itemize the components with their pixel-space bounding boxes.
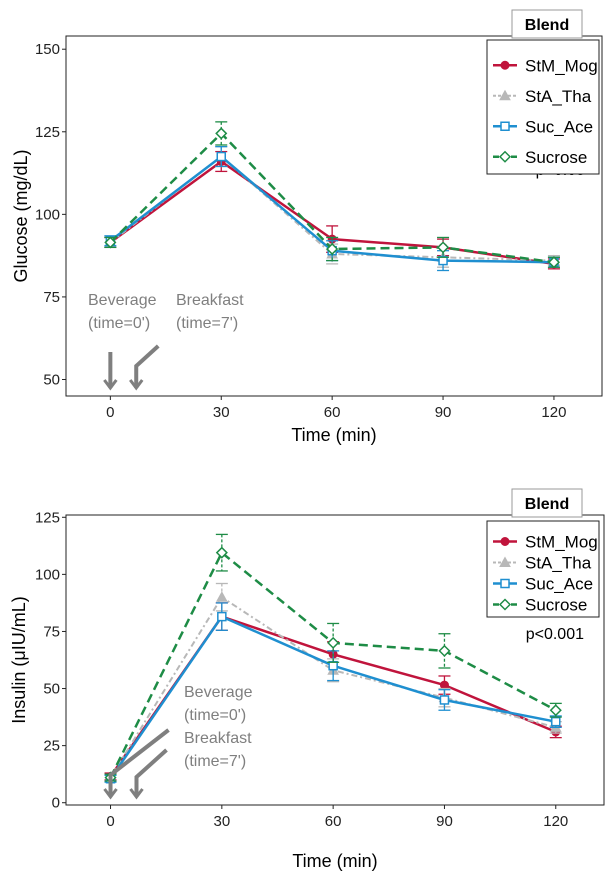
- y-tick-label: 25: [43, 738, 60, 755]
- error-bar: [437, 236, 450, 258]
- y-tick-label: 75: [43, 289, 60, 306]
- x-tick-label: 30: [213, 813, 230, 830]
- y-axis-title: Glucose (mg/dL): [11, 149, 31, 282]
- x-tick-label: 120: [541, 404, 566, 421]
- legend-label: Sucrose: [525, 148, 587, 167]
- legend-title: Blend: [525, 17, 569, 34]
- breakfast-arrow: [134, 344, 160, 388]
- y-tick-label: 125: [35, 124, 60, 141]
- x-axis-title: Time (min): [292, 851, 377, 871]
- legend-item-sta-tha: StA_Tha: [493, 554, 592, 573]
- error-bar: [215, 533, 228, 572]
- legend-title: Blend: [525, 496, 569, 513]
- data-point: [215, 127, 228, 140]
- data-point: [499, 89, 511, 101]
- data-point: [438, 255, 448, 266]
- timing-annotations: Beverage (time=0') Breakfast (time=7'): [88, 292, 244, 391]
- series-sucrose: [104, 121, 561, 269]
- chart-panel-2: 0 25 50 75 100 125 0 30 60 90 120 Time (min) Insulin…: [9, 488, 605, 871]
- data-point: [104, 236, 117, 249]
- data-point: [549, 704, 562, 717]
- legend-label: StM_Mog: [525, 56, 598, 75]
- beverage-label: Beverage: [88, 292, 157, 309]
- x-tick-label: 0: [106, 404, 114, 421]
- breakfast-arrow: [134, 748, 168, 797]
- data-point: [439, 695, 450, 705]
- data-point: [217, 611, 227, 622]
- x-tick-label: 90: [436, 813, 453, 830]
- breakfast-time-label: (time=7'): [176, 315, 238, 332]
- x-tick-label: 0: [106, 813, 114, 830]
- breakfast-label: Breakfast: [176, 292, 244, 309]
- data-point: [498, 598, 512, 611]
- data-point: [500, 60, 510, 70]
- data-point: [551, 716, 561, 727]
- data-point: [498, 150, 512, 163]
- beverage-arrow: [108, 728, 170, 797]
- x-axis-title: Time (min): [291, 425, 376, 445]
- data-point: [500, 578, 510, 589]
- legend-item-suc-ace: Suc_Ace: [493, 575, 593, 594]
- error-bar: [327, 622, 340, 663]
- x-tick-label: 90: [435, 404, 452, 421]
- breakfast-arrowhead: [129, 379, 144, 391]
- p-value-label: p<0.001: [526, 626, 584, 643]
- legend-item-stm-mog: StM_Mog: [493, 56, 598, 75]
- data-point: [500, 537, 510, 546]
- data-point: [547, 256, 561, 269]
- legend-label: StA_Tha: [525, 87, 592, 106]
- x-tick-label: 60: [324, 404, 341, 421]
- beverage-time-label: (time=0'): [88, 315, 150, 332]
- data-point: [326, 242, 339, 256]
- legend-item-sucrose: Sucrose: [493, 148, 587, 167]
- beverage-label: Beverage: [184, 684, 253, 701]
- y-tick-label: 100: [35, 206, 60, 223]
- breakfast-arrowhead: [129, 788, 144, 800]
- data-point: [500, 121, 510, 131]
- x-tick-label: 120: [543, 813, 568, 830]
- legend-title-box: [511, 9, 583, 39]
- legend-item-sta-tha: StA_Tha: [493, 87, 592, 106]
- legend-label: Suc_Ace: [525, 117, 593, 136]
- y-tick-label: 0: [52, 795, 60, 812]
- legend: Blend StM_Mog StA_Tha Suc_Ace Sucrose: [486, 488, 600, 618]
- legend-label: Sucrose: [525, 596, 587, 615]
- data-point: [436, 241, 450, 254]
- legend-label: StM_Mog: [525, 533, 598, 552]
- x-tick-label: 30: [213, 404, 230, 421]
- x-tick-label: 60: [325, 813, 342, 830]
- legend: Blend StM_Mog StA_Tha Suc_Ace Sucrose: [486, 9, 600, 175]
- data-point: [215, 591, 228, 602]
- data-point: [327, 636, 340, 649]
- data-point: [438, 644, 451, 657]
- legend-item-stm-mog: StM_Mog: [493, 533, 598, 552]
- legend-title-box: [511, 488, 583, 518]
- legend-item-sucrose: Sucrose: [493, 596, 587, 615]
- chart-panel-1: 50 75 100 125 150 0 30 60 90 120 Time (min) Glucose…: [11, 9, 603, 445]
- beverage-arrowhead: [103, 379, 118, 391]
- data-point: [215, 546, 228, 559]
- y-tick-label: 50: [43, 371, 60, 388]
- legend-item-suc-ace: Suc_Ace: [493, 117, 593, 136]
- y-tick-label: 50: [43, 681, 60, 698]
- data-point: [499, 556, 511, 567]
- y-tick-label: 75: [43, 623, 60, 640]
- y-tick-label: 125: [35, 509, 60, 526]
- y-tick-label: 150: [35, 41, 60, 58]
- timing-annotations: Beverage (time=0') Breakfast (time=7'): [103, 684, 253, 800]
- y-tick-label: 100: [35, 566, 60, 583]
- data-point: [216, 151, 227, 162]
- y-axis-title: Insulin (μIU/mL): [9, 596, 29, 723]
- breakfast-label: Breakfast: [184, 730, 252, 747]
- beverage-time-label: (time=0'): [184, 707, 246, 724]
- legend-label: Suc_Ace: [525, 575, 593, 594]
- series-sucrose: [104, 533, 562, 784]
- legend-label: StA_Tha: [525, 554, 592, 573]
- beverage-arrowhead: [103, 788, 118, 800]
- breakfast-time-label: (time=7'): [184, 753, 246, 770]
